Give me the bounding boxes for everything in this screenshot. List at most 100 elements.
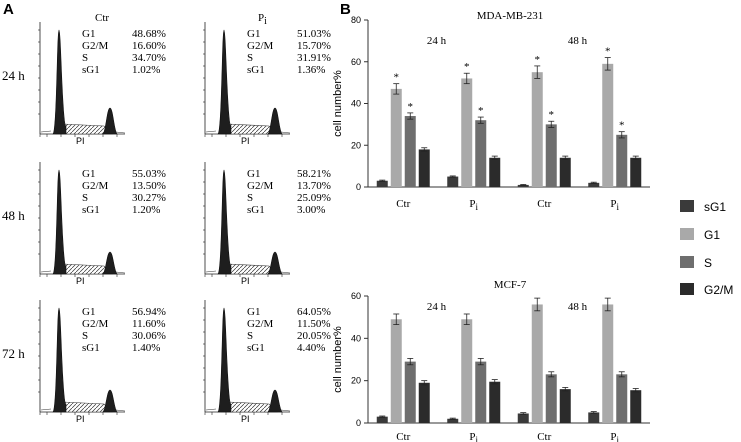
y-tick-label: 0 (356, 182, 361, 192)
phase-value: 56.94% (132, 306, 166, 318)
chart-mda-mb-231: 0 20 40 60 80 cell number% MDA-MB-231 * * Ctr * * Pi… (332, 10, 650, 212)
bar-g1 (531, 72, 543, 187)
bar-s (545, 374, 557, 423)
phase-label: G1 (82, 28, 95, 40)
phase-label: G1 (247, 168, 260, 180)
phase-value: 58.21% (297, 168, 331, 180)
row-label-72h: 72 h (2, 346, 25, 361)
bar-g2m (559, 389, 571, 423)
phase-label: G2/M (82, 180, 109, 192)
legend-swatch-g1 (680, 228, 694, 240)
histogram-g2m-peak (267, 251, 283, 275)
phase-label: S (247, 52, 253, 64)
phase-value: 4.40% (297, 342, 325, 354)
y-tick-label: 40 (351, 99, 361, 109)
panel-b-letter: B (340, 1, 351, 18)
phase-label: sG1 (247, 204, 265, 216)
significance-marker: * (464, 61, 470, 73)
phase-label: S (82, 52, 88, 64)
bar-g2m (418, 382, 430, 423)
phase-stats: G1 48.68% G2/M 16.60% S 34.70% sG1 1.02% G1 51.03… (82, 28, 331, 354)
significance-marker: * (605, 46, 611, 58)
phase-value: 1.40% (132, 342, 160, 354)
phase-label: S (82, 192, 88, 204)
bar-g2m (489, 157, 501, 187)
y-tick-label: 0 (356, 418, 361, 428)
bar-g2m (418, 149, 430, 187)
phase-value: 11.50% (297, 318, 331, 330)
phase-value: 55.03% (132, 168, 166, 180)
bar-s (404, 116, 416, 187)
histogram-x-label: PI (76, 136, 85, 146)
phase-value: 16.60% (132, 40, 166, 52)
phase-value: 15.70% (297, 40, 331, 52)
phase-label: G1 (247, 306, 260, 318)
phase-value: 31.91% (297, 52, 331, 64)
y-tick-label: 20 (351, 376, 361, 386)
category-label: Pi (610, 198, 619, 212)
y-axis-title: cell number% (332, 326, 344, 393)
bar-g2m (630, 390, 642, 423)
histogram-g1-peak (52, 307, 67, 413)
histogram-g2m-peak (267, 107, 283, 135)
y-axis-title: cell number% (332, 70, 344, 137)
phase-label: G2/M (247, 318, 274, 330)
histogram-g2m-peak (102, 251, 118, 275)
legend-swatch-sg1 (680, 200, 694, 212)
histogram-x-label: PI (76, 414, 85, 424)
legend-label: sG1 (704, 200, 726, 214)
bar-g2m (559, 157, 571, 187)
histogram-g1-peak (52, 169, 67, 275)
phase-value: 1.02% (132, 64, 160, 76)
phase-label: sG1 (247, 64, 265, 76)
phase-value: 51.03% (297, 28, 331, 40)
phase-label: G2/M (247, 40, 274, 52)
bar-sg1 (588, 182, 600, 187)
category-label: Ctr (537, 198, 551, 210)
significance-marker: * (549, 109, 555, 121)
bar-s (616, 134, 628, 187)
histogram-x-label: PI (241, 276, 250, 286)
histogram-x-label: PI (241, 414, 250, 424)
category-label: Pi (469, 431, 478, 442)
histogram-trace (205, 270, 291, 274)
phase-label: sG1 (82, 64, 100, 76)
bar-g1 (602, 63, 614, 187)
category-label: Pi (469, 198, 478, 212)
category-label: Ctr (537, 431, 551, 442)
histogram-x-label: PI (241, 136, 250, 146)
legend-label: G1 (704, 228, 720, 242)
row-label-48h: 48 h (2, 208, 25, 223)
time-label: 48 h (568, 35, 588, 47)
phase-value: 1.20% (132, 204, 160, 216)
phase-label: sG1 (82, 204, 100, 216)
category-label: Ctr (396, 431, 410, 442)
chart-mcf-7: 0 20 40 60 cell number% MCF-7 Ctr Pi Ctr Pi 24 h 48… (332, 279, 650, 442)
histogram-trace (40, 408, 126, 412)
histogram-g2m-peak (102, 107, 118, 135)
significance-marker: * (619, 120, 625, 132)
phase-value: 13.50% (132, 180, 166, 192)
bar-g1 (531, 304, 543, 423)
chart-title: MCF-7 (494, 279, 527, 291)
histogram-trace (40, 130, 126, 134)
histogram-trace (205, 130, 291, 134)
row-label-24h: 24 h (2, 68, 25, 83)
phase-label: sG1 (247, 342, 265, 354)
legend: sG1 G1 S G2/M (680, 200, 733, 297)
histogram-g1-peak (217, 307, 232, 413)
phase-label: G2/M (247, 180, 274, 192)
histogram-g2m-peak (102, 389, 118, 413)
phase-value: 25.09% (297, 192, 331, 204)
bar-sg1 (376, 416, 388, 423)
significance-marker: * (394, 72, 400, 84)
phase-value: 11.60% (132, 318, 166, 330)
col-label-pi: Pi (258, 12, 267, 27)
flow-histograms: PI PI PI PI PI PI (38, 22, 291, 424)
bar-s (475, 361, 487, 423)
phase-label: G1 (82, 168, 95, 180)
phase-value: 30.06% (132, 330, 166, 342)
phase-label: G2/M (82, 40, 109, 52)
bar-s (404, 361, 416, 423)
